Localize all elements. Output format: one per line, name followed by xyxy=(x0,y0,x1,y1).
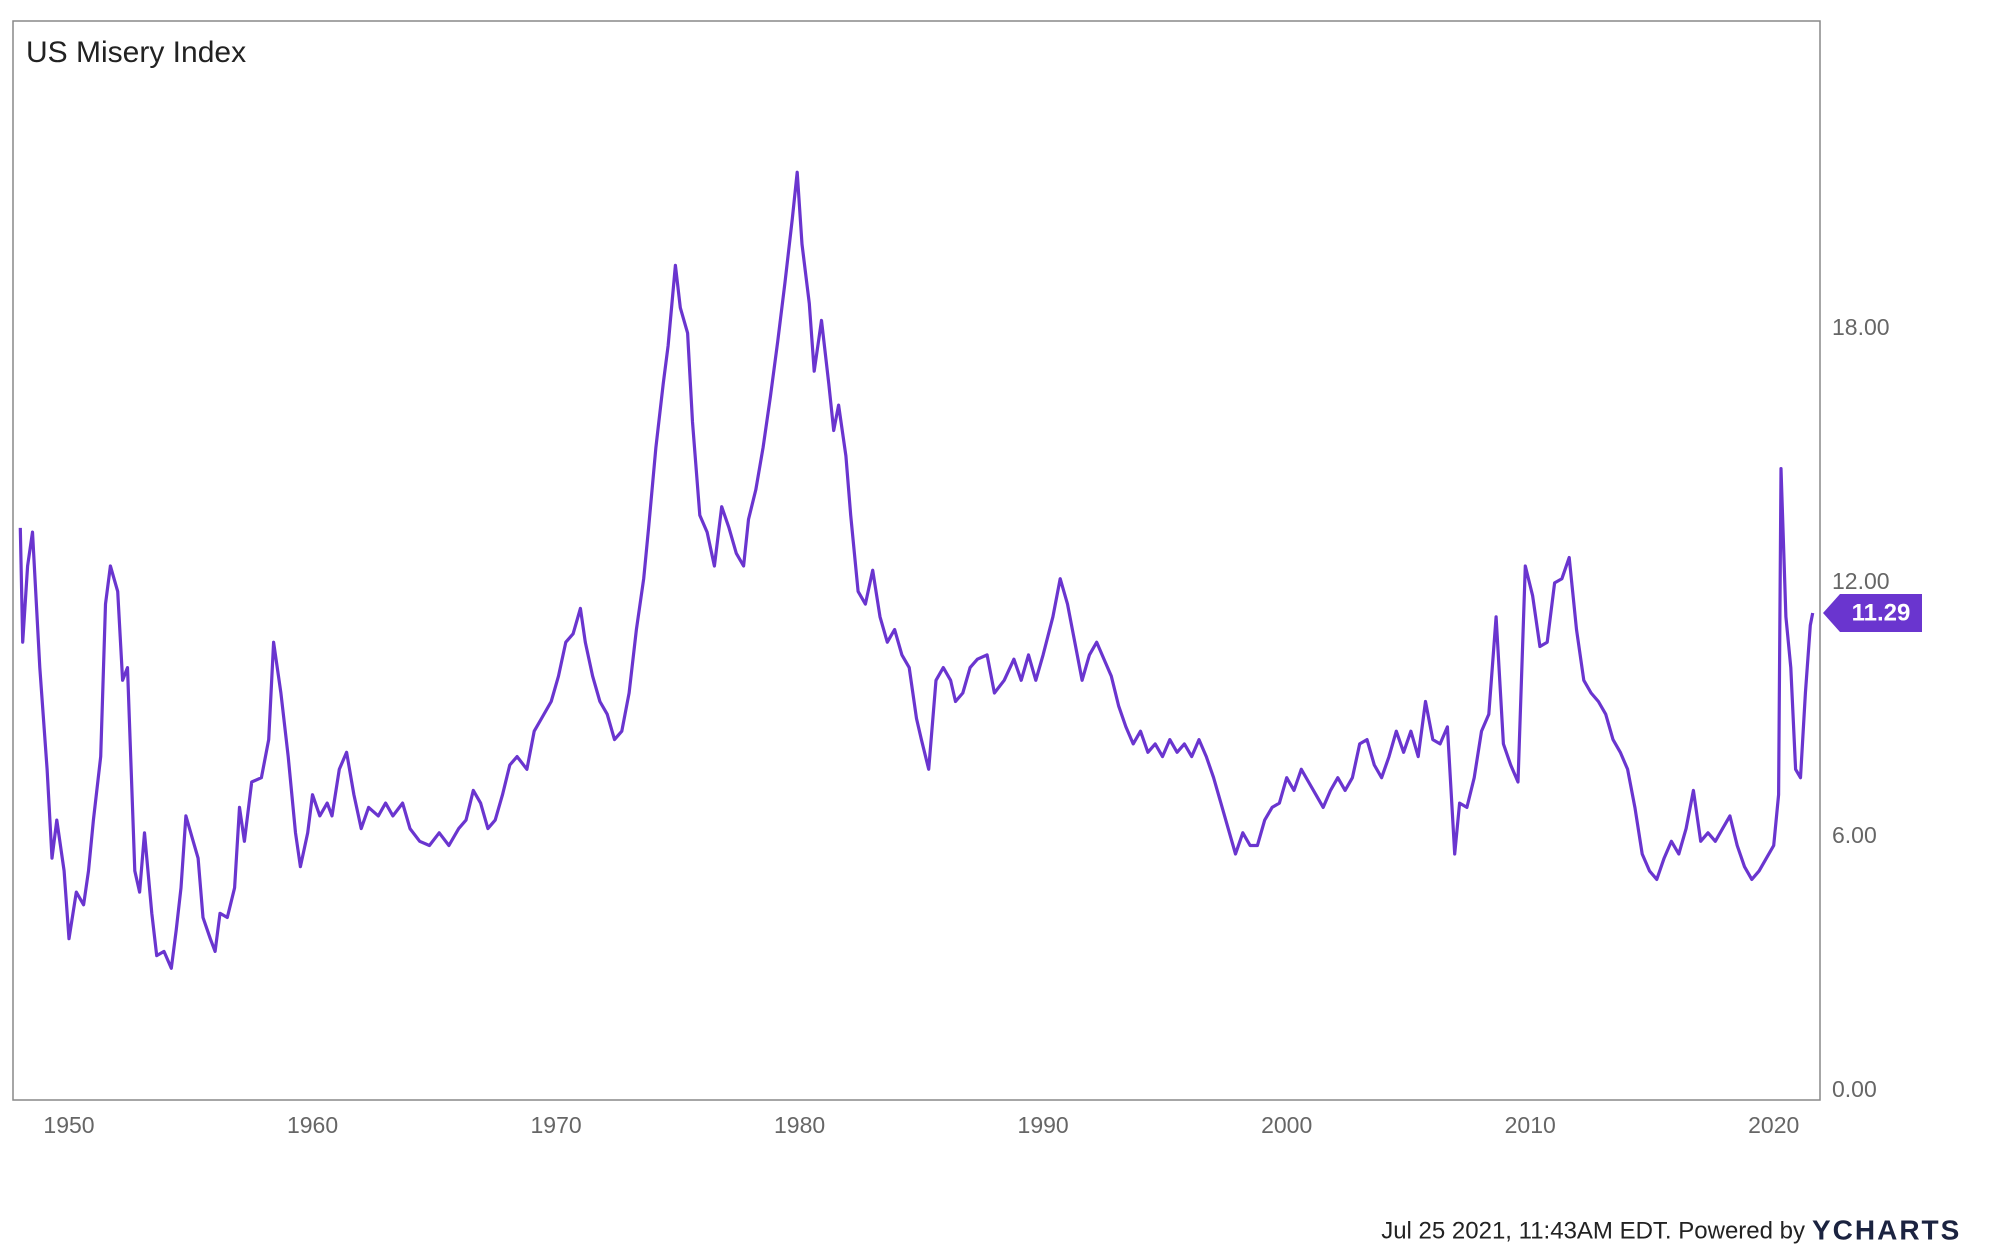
x-tick-label: 2000 xyxy=(1261,1112,1312,1138)
x-tick-label: 2010 xyxy=(1505,1112,1556,1138)
logo[interactable]: YCHARTS xyxy=(1812,1214,1961,1245)
y-tick-label: 6.00 xyxy=(1832,822,1877,848)
footer: Jul 25 2021, 11:43AM EDT. Powered by xyxy=(1381,1217,1805,1244)
x-tick-label: 2020 xyxy=(1748,1112,1799,1138)
y-tick-label: 12.00 xyxy=(1832,568,1890,594)
x-tick-label: 1990 xyxy=(1018,1112,1069,1138)
x-tick-label: 1980 xyxy=(774,1112,825,1138)
last-value-box xyxy=(1823,594,1922,633)
last-value-label: 11.29 xyxy=(1852,599,1911,626)
plot-frame xyxy=(12,20,1821,1101)
x-tick-label: 1950 xyxy=(43,1112,94,1138)
line-series xyxy=(18,170,1815,970)
x-tick-label: 1960 xyxy=(287,1112,338,1138)
y-tick-label: 0.00 xyxy=(1832,1076,1877,1102)
x-tick-label: 1970 xyxy=(530,1112,581,1138)
y-tick-label: 18.00 xyxy=(1832,314,1890,340)
chart-title: US Misery Index xyxy=(26,36,246,69)
